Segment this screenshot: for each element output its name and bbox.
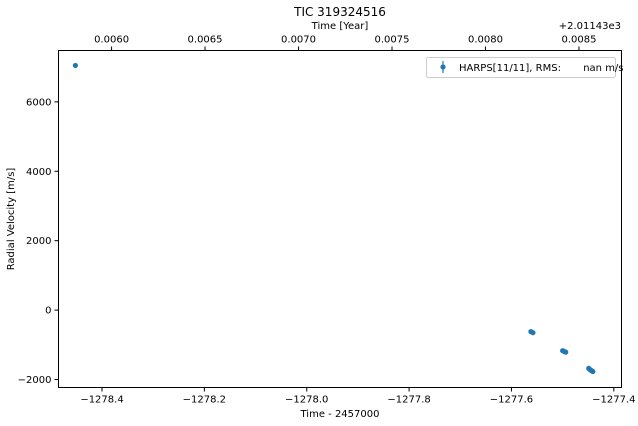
y-tick-label: 0 <box>45 306 51 317</box>
x-tick-label: −1278.0 <box>285 395 328 406</box>
data-point <box>590 368 596 375</box>
y-tick-label: −2000 <box>18 375 52 386</box>
data-point <box>530 330 536 336</box>
top-x-axis-label: Time [Year] <box>311 21 369 32</box>
y-tick-label: 4000 <box>26 167 51 178</box>
legend-box <box>426 57 616 78</box>
ticks-layer: −1278.4 −1278.2 −1278.0 −1277.8 −1277.6 −1277… <box>18 35 636 406</box>
legend-marker-icon <box>440 64 446 70</box>
top-x-tick-label: 0.0070 <box>281 35 316 46</box>
x-tick-label: −1277.4 <box>592 395 635 406</box>
x-tick-label: −1278.4 <box>80 395 123 406</box>
top-x-tick-label: 0.0080 <box>468 35 503 46</box>
x-tick-label: −1278.2 <box>183 395 226 406</box>
x-tick-label: −1277.8 <box>387 395 430 406</box>
top-x-tick-label: 0.0065 <box>188 35 223 46</box>
top-x-tick-label: 0.0085 <box>561 35 596 46</box>
data-point <box>72 62 78 69</box>
top-x-tick-label: 0.0060 <box>94 35 129 46</box>
y-tick-label: 6000 <box>26 97 51 108</box>
y-axis-label: Radial Velocity [m/s] <box>6 168 17 271</box>
legend: HARPS[11/11], RMS: nan m/s <box>426 57 624 78</box>
top-x-tick-label: 0.0075 <box>375 35 410 46</box>
x-tick-label: −1277.6 <box>490 395 533 406</box>
plot-frame <box>58 50 622 388</box>
legend-label: HARPS[11/11], RMS: nan m/s <box>459 63 624 74</box>
data-points-layer <box>72 62 596 375</box>
top-axis-offset-label: +2.01143e3 <box>559 21 621 32</box>
data-point <box>563 349 569 355</box>
chart-title: TIC 319324516 <box>293 5 386 19</box>
x-axis-label: Time - 2457000 <box>300 409 380 420</box>
y-tick-label: 2000 <box>26 236 51 247</box>
